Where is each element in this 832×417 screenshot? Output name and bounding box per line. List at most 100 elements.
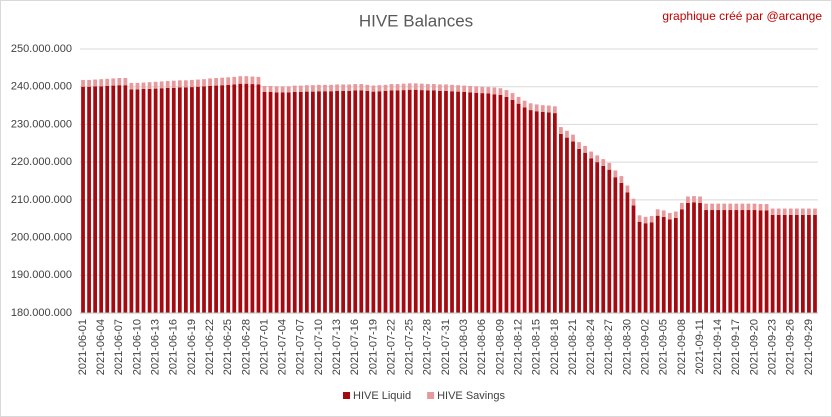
bar-segment xyxy=(244,83,249,313)
bar-segment xyxy=(698,202,702,313)
bar-segment xyxy=(425,90,430,313)
bar-segment xyxy=(758,204,763,211)
x-tick-label: 2021-07-10 xyxy=(313,319,325,375)
bar-segment xyxy=(801,208,805,215)
bar-segment xyxy=(595,162,600,313)
bar-segment xyxy=(716,203,721,211)
bar-segment xyxy=(577,142,581,149)
bar-segment xyxy=(450,84,454,92)
bar-segment xyxy=(740,210,745,313)
bar-segment xyxy=(298,91,303,313)
bar-segment xyxy=(480,93,485,313)
bar-segment xyxy=(153,81,158,89)
bar-segment xyxy=(111,85,116,313)
y-tick-label: 210.000.000 xyxy=(11,194,72,206)
bar-segment xyxy=(171,80,176,88)
bar-segment xyxy=(232,76,237,85)
bar-segment xyxy=(389,84,394,91)
bar-segment xyxy=(262,85,267,92)
bar-segment xyxy=(311,85,315,92)
bar-segment xyxy=(377,91,382,314)
bar-segment xyxy=(117,85,122,313)
bar-segment xyxy=(244,76,249,84)
x-tick-label: 2021-08-12 xyxy=(512,319,524,375)
annotation: graphique créé par @arcange xyxy=(662,9,822,23)
bar-segment xyxy=(528,103,533,111)
x-tick-label: 2021-07-13 xyxy=(331,319,343,375)
bar-segment xyxy=(99,79,104,87)
bar-segment xyxy=(87,86,91,313)
bar-segment xyxy=(93,79,97,87)
bar-segment xyxy=(286,92,291,313)
bar-segment xyxy=(407,83,412,90)
bar-segment xyxy=(680,209,684,313)
bar-segment xyxy=(686,196,690,203)
bar-segment xyxy=(649,216,654,223)
chart-title: HIVE Balances xyxy=(359,11,473,30)
bar-segment xyxy=(710,203,715,211)
bar-segment xyxy=(692,202,696,313)
x-tick-label: 2021-07-31 xyxy=(440,319,452,375)
x-tick-label: 2021-08-15 xyxy=(531,319,543,375)
bar-segment xyxy=(740,203,745,211)
bar-segment xyxy=(99,86,104,313)
bar-segment xyxy=(583,152,587,313)
bar-segment xyxy=(214,85,218,313)
bar-segment xyxy=(504,90,509,97)
bar-segment xyxy=(365,90,370,313)
bar-segment xyxy=(613,177,618,313)
bar-segment xyxy=(159,81,164,89)
bar-segment xyxy=(649,222,654,313)
bar-segment xyxy=(141,88,146,313)
bar-segment xyxy=(123,78,128,86)
bar-segment xyxy=(716,210,721,313)
bar-segment xyxy=(93,86,97,313)
x-tick-label: 2021-08-21 xyxy=(567,319,579,375)
x-tick-label: 2021-09-11 xyxy=(694,319,706,374)
x-tick-label: 2021-08-18 xyxy=(549,319,561,375)
x-tick-label: 2021-06-25 xyxy=(222,319,234,375)
bar-segment xyxy=(625,185,630,193)
y-tick-label: 230.000.000 xyxy=(11,118,72,130)
bar-segment xyxy=(788,214,793,313)
bar-segment xyxy=(202,79,206,87)
bar-segment xyxy=(522,107,527,313)
bar-segment xyxy=(746,203,751,211)
bar-segment xyxy=(153,88,158,313)
bar-segment xyxy=(456,85,460,92)
bar-segment xyxy=(673,217,678,313)
bar-segment xyxy=(607,162,612,170)
bar-segment xyxy=(159,88,164,313)
bar-segment xyxy=(280,92,285,313)
bar-segment xyxy=(450,91,454,314)
bar-segment xyxy=(432,90,436,313)
bar-segment xyxy=(770,214,775,313)
bar-segment xyxy=(788,208,793,215)
bar-segment xyxy=(286,86,291,93)
bar-segment xyxy=(311,91,315,313)
y-tick-label: 180.000.000 xyxy=(11,307,72,319)
x-tick-label: 2021-09-23 xyxy=(767,319,779,375)
bar-segment xyxy=(171,87,176,314)
bar-segment xyxy=(329,84,333,92)
bar-segment xyxy=(347,84,352,91)
bar-segment xyxy=(111,78,116,86)
x-tick-label: 2021-08-09 xyxy=(494,319,506,375)
bar-segment xyxy=(486,93,491,313)
x-tick-label: 2021-06-28 xyxy=(240,319,252,375)
bar-segment xyxy=(226,77,231,85)
bar-segment xyxy=(250,84,255,314)
bar-segment xyxy=(782,214,787,313)
bar-segment xyxy=(413,83,418,90)
bar-segment xyxy=(129,89,134,314)
legend-swatch xyxy=(343,392,350,399)
y-tick-label: 220.000.000 xyxy=(11,156,72,168)
bar-segment xyxy=(413,89,418,313)
bar-segment xyxy=(534,111,539,313)
bar-segment xyxy=(540,105,545,112)
bar-segment xyxy=(214,78,218,86)
bar-segment xyxy=(401,83,406,91)
x-tick-label: 2021-07-01 xyxy=(258,319,270,375)
bar-segment xyxy=(407,89,412,313)
